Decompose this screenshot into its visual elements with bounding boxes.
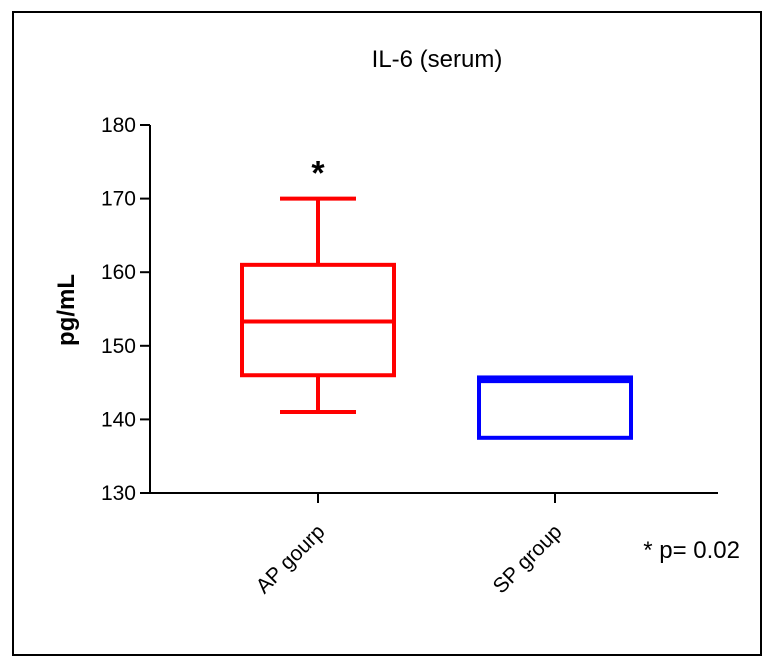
p-value-annotation: * p= 0.02 xyxy=(643,537,740,564)
box-sp-group xyxy=(477,375,633,440)
box-ap-gourp: * xyxy=(240,155,396,415)
chart-title: IL-6 (serum) xyxy=(372,46,503,73)
y-tick-label: 130 xyxy=(101,482,136,505)
significance-marker: * xyxy=(311,155,325,193)
y-tick-label: 140 xyxy=(101,408,136,431)
y-tick-label: 150 xyxy=(101,335,136,358)
y-tick-label: 160 xyxy=(101,261,136,284)
axes: 130 140 150 160 170 180 AP gourp SP group xyxy=(101,114,718,598)
iqr-box xyxy=(477,375,633,440)
chart-frame xyxy=(12,11,762,656)
y-tick-label: 180 xyxy=(101,114,136,137)
x-tick-label: AP gourp xyxy=(252,520,330,598)
box-plots: * xyxy=(240,155,633,440)
x-tick-label: SP group xyxy=(489,520,567,598)
y-tick-label: 170 xyxy=(101,188,136,211)
y-axis-label: pg/mL xyxy=(53,274,80,346)
